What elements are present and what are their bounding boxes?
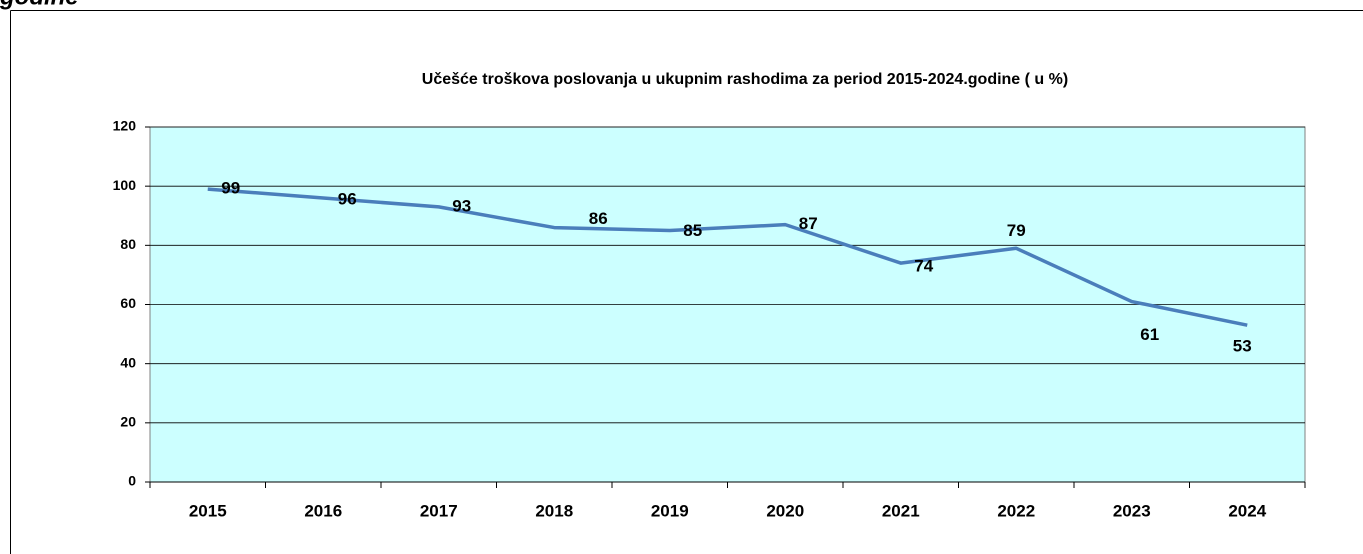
chart-title: Učešće troškova poslovanja u ukupnim ras… <box>422 71 1068 88</box>
x-tick-label: 2022 <box>997 501 1035 520</box>
heading: godine <box>0 0 79 10</box>
y-tick-label: 20 <box>120 414 136 430</box>
y-tick-label: 80 <box>120 236 136 252</box>
y-tick-label: 0 <box>128 473 136 489</box>
data-label: 86 <box>589 209 608 228</box>
x-tick-label: 2018 <box>535 501 573 520</box>
data-label: 61 <box>1140 325 1159 344</box>
data-label: 93 <box>452 196 471 215</box>
x-tick-label: 2024 <box>1228 501 1266 520</box>
x-tick-label: 2016 <box>304 501 342 520</box>
data-label: 53 <box>1233 337 1252 356</box>
data-label: 85 <box>683 221 702 240</box>
x-tick-label: 2017 <box>420 501 458 520</box>
data-label: 74 <box>914 257 933 276</box>
data-label: 96 <box>338 189 357 208</box>
y-tick-label: 120 <box>113 118 137 134</box>
x-tick-label: 2019 <box>651 501 689 520</box>
x-tick-label: 2020 <box>766 501 804 520</box>
data-label: 99 <box>221 179 240 198</box>
y-tick-label: 100 <box>113 177 137 193</box>
x-tick-label: 2021 <box>882 501 920 520</box>
y-tick-label: 60 <box>120 295 136 311</box>
data-line <box>207 187 1248 327</box>
x-tick-label: 2023 <box>1113 501 1151 520</box>
x-tick-label: 2015 <box>189 501 227 520</box>
data-label: 87 <box>799 214 818 233</box>
data-label: 79 <box>1007 221 1026 240</box>
y-tick-label: 40 <box>120 354 136 370</box>
